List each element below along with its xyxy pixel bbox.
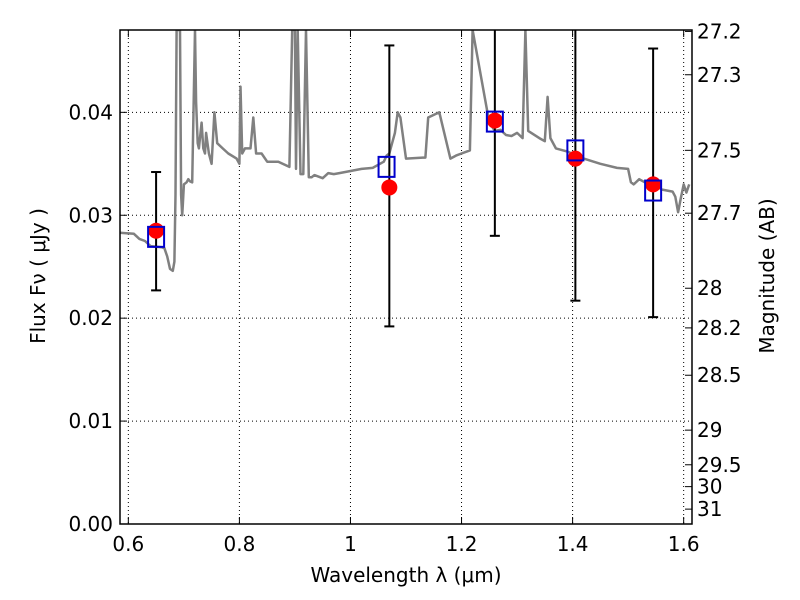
y2-tick-label: 30 <box>697 475 722 499</box>
x-tick-label: 1.4 <box>557 532 589 556</box>
y-axis-label: Flux Fν ( μJy ) <box>26 208 50 344</box>
model-photometry-square <box>644 179 663 202</box>
x-tick-label: 1.2 <box>446 532 478 556</box>
model-photometry-square <box>147 225 166 248</box>
y2-tick-label: 27.2 <box>697 19 742 43</box>
y2-tick-label: 29 <box>697 418 722 442</box>
model-photometry-square <box>377 155 396 178</box>
observed-flux-point <box>567 150 584 167</box>
observed-flux-point <box>381 179 398 196</box>
y-tick-label: 0.01 <box>68 409 113 433</box>
y2-tick-label: 27.3 <box>697 63 742 87</box>
x-tick-label: 1.6 <box>668 532 700 556</box>
y2-tick-label: 28 <box>697 276 722 300</box>
y2-tick-label: 27.7 <box>697 201 742 225</box>
x-axis-label: Wavelength λ (μm) <box>310 563 501 587</box>
model-photometry-square <box>566 139 585 162</box>
plot-frame <box>119 29 693 525</box>
y-tick-label: 0.03 <box>68 203 113 227</box>
observed-flux-point <box>148 222 165 239</box>
x-tick-label: 0.8 <box>223 532 255 556</box>
x-tick-label: 1 <box>344 532 357 556</box>
y2-tick-label: 27.5 <box>697 138 742 162</box>
y-tick-label: 0.02 <box>68 306 113 330</box>
axes: 0.6 0.8 1 1.2 1.4 1.6 0.00 0.01 0.02 0.03 0.04 27.2… <box>68 19 741 556</box>
model-photometry-square <box>485 110 504 133</box>
x-tick-label: 0.6 <box>112 532 144 556</box>
y2-tick-label: 31 <box>697 497 722 521</box>
model-spectrum-line <box>120 30 691 273</box>
plot-area <box>120 30 691 328</box>
y-tick-label: 0.04 <box>68 100 113 124</box>
observed-flux-point <box>645 176 662 193</box>
y-tick-label: 0.00 <box>68 512 113 536</box>
y2-axis-label: Magnitude (AB) <box>755 198 779 353</box>
observed-flux-point <box>486 112 503 129</box>
y2-tick-label: 28.5 <box>697 363 742 387</box>
y2-tick-label: 28.2 <box>697 316 742 340</box>
y2-tick-label: 29.5 <box>697 453 742 477</box>
